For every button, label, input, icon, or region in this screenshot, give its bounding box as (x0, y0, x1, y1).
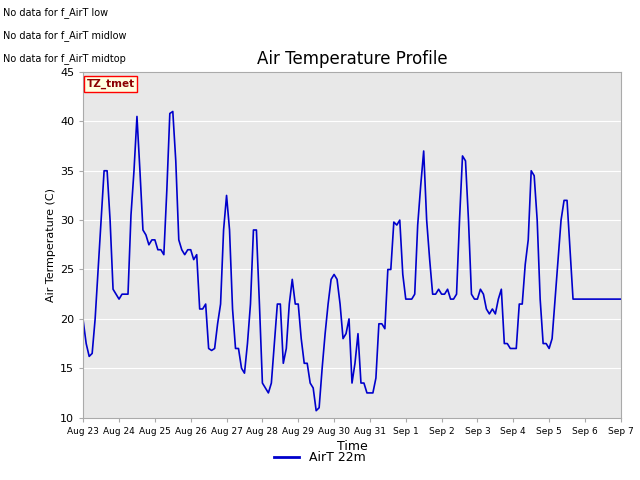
X-axis label: Time: Time (337, 440, 367, 453)
Legend: AirT 22m: AirT 22m (269, 446, 371, 469)
Text: No data for f_AirT midlow: No data for f_AirT midlow (3, 30, 127, 41)
Y-axis label: Air Termperature (C): Air Termperature (C) (46, 188, 56, 302)
Text: TZ_tmet: TZ_tmet (86, 79, 134, 89)
Title: Air Temperature Profile: Air Temperature Profile (257, 49, 447, 68)
Text: No data for f_AirT midtop: No data for f_AirT midtop (3, 53, 126, 64)
Text: No data for f_AirT low: No data for f_AirT low (3, 7, 108, 18)
